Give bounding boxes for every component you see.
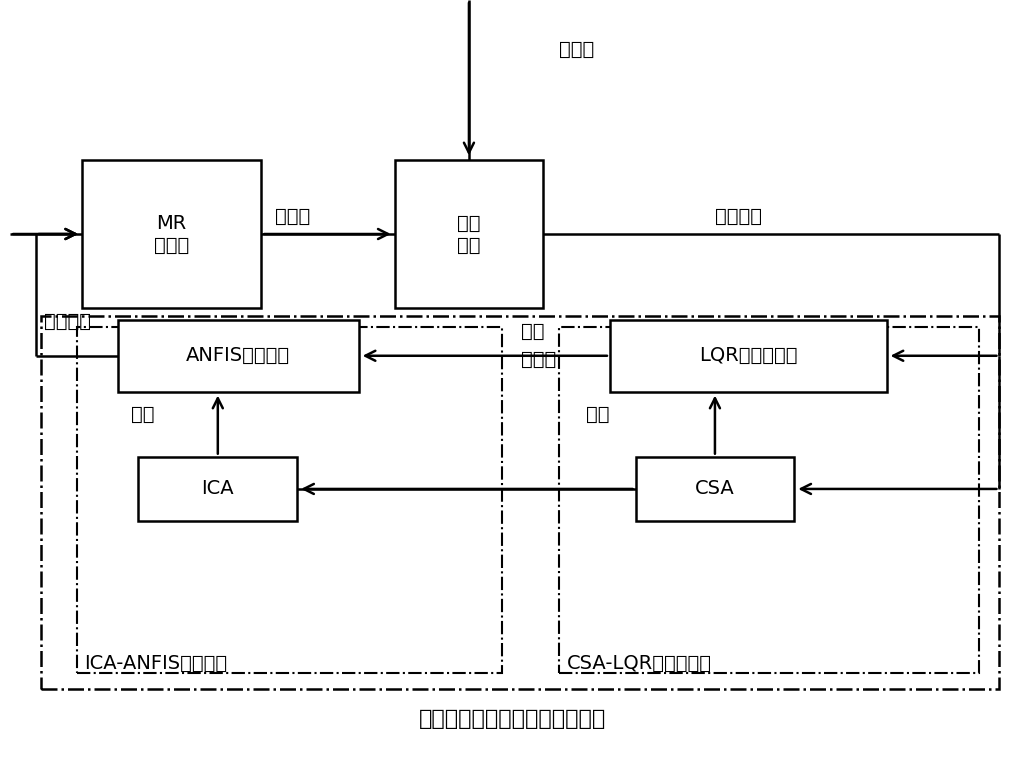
Text: 优化: 优化 [131, 406, 155, 424]
Bar [118, 320, 359, 392]
Text: ANFIS逆向模型: ANFIS逆向模型 [187, 346, 290, 365]
Bar [636, 457, 794, 521]
Bar [395, 160, 543, 308]
Text: 地震波: 地震波 [559, 40, 593, 59]
Bar [41, 316, 999, 689]
Text: 理想: 理想 [521, 322, 544, 340]
Text: 控制电流: 控制电流 [44, 312, 91, 330]
Text: CSA: CSA [695, 479, 735, 498]
Text: 地震响应: 地震响应 [714, 208, 762, 226]
Bar [610, 320, 887, 392]
Bar [77, 327, 502, 673]
Text: LQR主动控制器: LQR主动控制器 [699, 346, 797, 365]
Text: MR
阻尼器: MR 阻尼器 [154, 214, 190, 254]
Text: 建筑
结构: 建筑 结构 [457, 214, 481, 254]
Text: 控制力: 控制力 [521, 350, 556, 368]
Text: 改进的线性最优半主动控制系统: 改进的线性最优半主动控制系统 [419, 709, 606, 729]
Bar [559, 327, 979, 673]
Text: 优化: 优化 [586, 406, 610, 424]
Text: 阻尼力: 阻尼力 [275, 208, 310, 226]
Bar [82, 160, 261, 308]
Text: ICA-ANFIS逆向模型: ICA-ANFIS逆向模型 [84, 654, 228, 673]
Bar [138, 457, 297, 521]
Text: ICA: ICA [202, 479, 234, 498]
Text: CSA-LQR主动控制器: CSA-LQR主动控制器 [567, 654, 711, 673]
